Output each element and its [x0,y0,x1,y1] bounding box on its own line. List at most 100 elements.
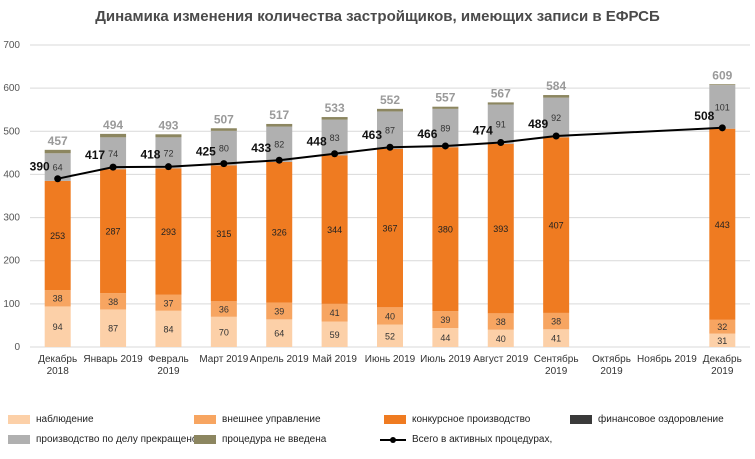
bar-segment [709,84,736,86]
x-tick-label: Декабрь 2018 [38,353,77,377]
bar-segment [266,319,293,347]
bar-value-label: 94 [53,322,63,332]
x-tick-label-line: Декабрь [38,353,77,365]
total-label: 567 [491,86,511,100]
bar-value-label: 89 [440,124,450,134]
total-label: 552 [380,93,400,107]
bar-segment [210,130,237,166]
bar-value-label: 40 [496,334,506,344]
total-line-label: 466 [417,127,437,141]
total-line-label: 417 [85,148,105,162]
bar-value-label: 41 [330,308,340,318]
bar-value-label: 52 [385,331,395,341]
legend-item-observation: наблюдение [8,414,94,425]
x-tick-label-line: 2019 [545,366,568,377]
legend-label-observation: наблюдение [36,414,94,425]
bar-segment [487,329,514,347]
x-tick-label-line: Октябрь [592,353,631,365]
bar-segment [432,328,459,347]
legend-line-total-active [380,435,406,445]
total-line-point [386,143,394,151]
legend-swatch-terminated [8,435,30,444]
x-tick-label-line: Ноябрь 2019 [637,353,697,365]
bar-segment [709,319,736,334]
total-line-label: 508 [694,109,714,123]
legend-item-bankruptcy: конкурсное производство [384,414,530,425]
total-line-point [220,160,228,168]
bar-segment [377,324,403,347]
chart-title: Динамика изменения количества застройщик… [95,8,660,25]
bar-segment [155,310,182,347]
bar-value-label: 38 [551,317,561,327]
bar-segment [266,302,293,320]
bar-segment [44,306,71,347]
total-line-label: 448 [307,135,327,149]
bar-segment [543,329,570,347]
legend-swatch-not-introduced [194,435,216,444]
y-tick-label: 500 [3,126,20,137]
bar-segment [321,117,348,120]
bar-value-label: 443 [715,220,730,230]
bar-segment [432,311,459,329]
x-tick-label: Февраль 2019 [148,354,189,377]
bar-segment [543,97,570,138]
bar-segment [432,106,459,109]
bar-segment [321,303,348,322]
total-line-point [441,142,449,150]
x-tick-label: Октябрь 2019 [592,353,631,377]
bar-segment [44,180,71,291]
bar-value-label: 64 [53,163,63,173]
bar-value-label: 92 [551,113,561,123]
total-line-point [497,139,505,147]
total-label: 494 [103,118,123,132]
total-label: 609 [712,68,732,82]
y-tick-label: 100 [3,299,20,310]
x-tick-label-line: Сентябрь [534,353,579,365]
bar-value-label: 38 [53,294,63,304]
bar-value-label: 72 [163,148,173,158]
total-label: 557 [435,91,455,105]
bar-segment [100,309,127,347]
total-line-point [275,156,283,164]
legend-item-total-active: Всего в активных процедурах, [380,434,552,445]
bar-value-label: 287 [106,227,121,237]
bar-value-label: 87 [385,126,395,136]
legend-swatch-bankruptcy [384,415,406,424]
x-tick-label: Июнь 2019 [365,354,416,365]
total-line: 390 417 418 425 433 448 463 466 474 489 508 [30,109,726,183]
total-line-label: 463 [362,128,382,142]
bar-value-label: 293 [161,227,176,237]
x-tick-label: Ноябрь 2019 [637,353,697,365]
x-tick-label-line: 2019 [711,366,734,377]
y-tick-label: 400 [3,169,20,180]
legend-label-external-management: внешнее управление [222,414,321,425]
bar-segment [321,321,348,347]
y-tick-label: 600 [3,83,20,94]
legend-swatch-external-management [194,415,216,424]
total-line-point [109,163,117,171]
legend-swatch-observation [8,415,30,424]
y-tick-label: 300 [3,213,20,224]
bar-segment [100,169,127,294]
bar-segment [377,307,403,325]
bar-segment [709,85,736,129]
bar-value-label: 74 [108,149,118,159]
x-tick-label-line: Август 2019 [473,354,529,365]
total-line-label: 425 [196,145,216,159]
bar-value-label: 31 [717,336,727,346]
x-tick-label: Декабрь 2019 [703,353,742,377]
bar-value-label: 41 [551,334,561,344]
total-line-point [54,175,62,183]
legend-item-not-introduced: процедура не введена [194,434,326,445]
x-tick-label-line: 2019 [157,366,180,377]
x-tick-label-line: Декабрь [703,353,742,365]
x-tick-label-line: Июль 2019 [420,354,471,365]
bar-segment [210,301,237,317]
legend-swatch-financial-recovery [570,415,592,424]
x-tick-label-line: Май 2019 [312,354,357,365]
x-tick-label: Август 2019 [473,354,529,365]
x-tick-label-line: Апрель 2019 [250,354,309,365]
bar-segment [100,133,127,138]
total-line-label: 474 [473,124,493,138]
bar-value-label: 367 [382,224,397,234]
